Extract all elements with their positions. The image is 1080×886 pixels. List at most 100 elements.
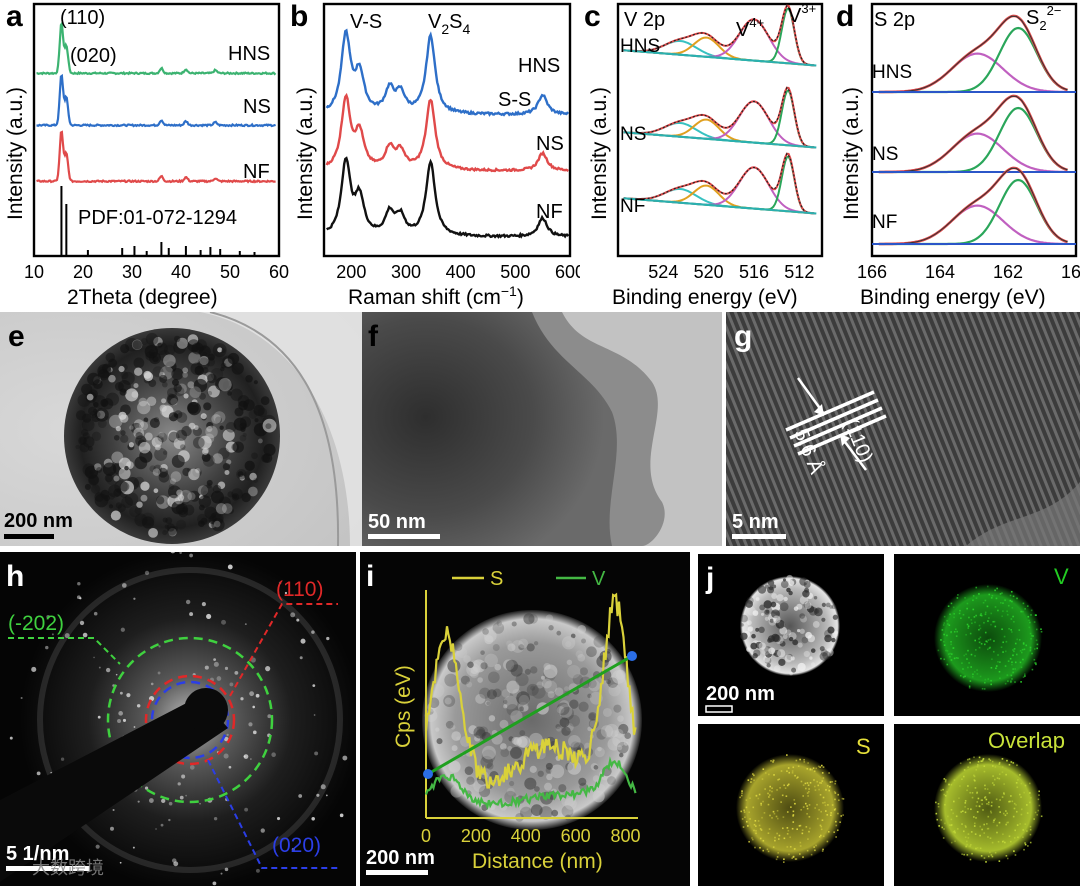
- panel-d: d S 2p S22− HNS NS NF 166 164 162 160 Inten…: [832, 0, 1080, 312]
- xps-baseline: [623, 131, 817, 149]
- panel-label-i: i: [366, 560, 374, 593]
- panel-label-b: b: [290, 0, 308, 33]
- xps-v2p-chart: c V 2p HNS NS NF V4+ V3+ 524 520 516 512 In…: [584, 0, 824, 309]
- tick-label: 40: [171, 262, 191, 282]
- scale-bar-label: 200 nm: [366, 847, 435, 869]
- ring-202: [106, 636, 274, 804]
- raman-chart: b V-S V2S4 HNS S-S NS NF 200 300 400 500 600…: [290, 0, 580, 309]
- arrow-bottom: [841, 437, 867, 471]
- xps-component: [878, 178, 1068, 246]
- tick-label: 60: [269, 262, 289, 282]
- panel-g: (110) 5.6 Å g 5 nm: [726, 312, 1080, 546]
- ring-110: [144, 674, 236, 766]
- scale-bar-label: 200 nm: [706, 683, 775, 705]
- ring-label-110: (110): [276, 578, 323, 601]
- ring-label-020: (020): [272, 834, 321, 857]
- panel-h: (-202) (110) (020) h 5 1/nm 大数跨境: [0, 552, 356, 886]
- tick-label: 512: [784, 262, 814, 282]
- scale-bar: [4, 534, 54, 539]
- xps-s2p-chart: d S 2p S22− HNS NS NF 166 164 162 160 Inten…: [836, 0, 1080, 309]
- scale-bar: [6, 866, 90, 871]
- spectrum-title: V 2p: [624, 9, 665, 31]
- tick-label: 162: [993, 262, 1023, 282]
- series-label-hns: HNS: [620, 36, 660, 57]
- panel-j: j 200 nm V S Overlap: [698, 554, 1080, 886]
- tick-label: 516: [739, 262, 769, 282]
- sphere-texture: [424, 613, 632, 822]
- x-tick-labels: 0 200 400 600 800: [421, 826, 641, 846]
- panel-label-h: h: [6, 560, 24, 593]
- tick-label: 520: [694, 262, 724, 282]
- scale-bar: [368, 534, 440, 539]
- series-label-ns: NS: [872, 144, 898, 165]
- band-label-vs: V-S: [350, 11, 382, 33]
- plot-frame: [870, 2, 1078, 258]
- panel-label-j: j: [705, 562, 714, 595]
- peak-label-020: (020): [70, 45, 117, 67]
- hrtem-lattice: (110) 5.6 Å g 5 nm: [726, 312, 1080, 546]
- tick-label: 30: [122, 262, 142, 282]
- raman-curves: [325, 28, 570, 239]
- tick-label: 400: [446, 262, 476, 282]
- raman-curve-nf: [325, 156, 570, 239]
- y-axis-label: Cps (eV): [392, 665, 415, 748]
- panel-label-g: g: [734, 320, 752, 353]
- scale-bar-label: 5 nm: [732, 511, 779, 533]
- tick-label: 500: [500, 262, 530, 282]
- tick-label: 300: [391, 262, 421, 282]
- x-axis-label: Binding energy (eV): [612, 286, 798, 309]
- scale-bar: [705, 705, 733, 713]
- plot-frame: [32, 2, 281, 258]
- map-speckle: [739, 574, 1043, 863]
- panel-a: a (110) (020) HNS NS NF PDF:01-072-1294 …: [0, 0, 292, 312]
- series-label-hns: HNS: [518, 55, 560, 77]
- y-axis-label: Intensity (a.u.): [294, 87, 317, 220]
- xps-raw: [623, 4, 815, 66]
- panel-e: e 200 nm: [0, 312, 362, 546]
- tick-label: 524: [648, 262, 678, 282]
- series-label-ns: NS: [536, 133, 564, 155]
- tick-label: 50: [220, 262, 240, 282]
- x-axis-label: Distance (nm): [472, 850, 603, 873]
- tick-label: 164: [925, 262, 955, 282]
- xrd-curves: [36, 20, 277, 184]
- tick-label: 10: [24, 262, 44, 282]
- xrd-curve-ns: [36, 73, 276, 128]
- watermark: 大数跨境: [32, 858, 104, 878]
- scan-line: [427, 654, 633, 776]
- tick-label: 200: [461, 826, 491, 846]
- band-label-ss: S-S: [498, 89, 531, 111]
- tick-label: 600: [561, 826, 591, 846]
- v4-label: V4+: [736, 15, 764, 41]
- x-tick-labels: 200 300 400 500 600: [336, 262, 580, 282]
- plot-frame: [616, 2, 824, 258]
- panel-label-f: f: [368, 320, 379, 353]
- tick-label: 0: [421, 826, 431, 846]
- panel-b: b V-S V2S4 HNS S-S NS NF 200 300 400 500 600…: [288, 0, 580, 312]
- map-label-s: S: [856, 734, 871, 759]
- s2-label: S22−: [1026, 3, 1061, 33]
- pdf-label: PDF:01-072-1294: [78, 207, 237, 229]
- y-axis-label: Intensity (a.u.): [588, 87, 611, 220]
- tem-image-edge: f 50 nm: [362, 312, 722, 546]
- xrd-curve-nf: [36, 130, 276, 184]
- line-scan-chart: S V Cps (eV) 0 200 400 600 800 Distance (nm)…: [366, 560, 642, 875]
- beam-stopper: [0, 696, 228, 882]
- series-label-nf: NF: [536, 201, 563, 223]
- eds-maps: j 200 nm V S Overlap: [698, 554, 1080, 886]
- panel-label-c: c: [584, 0, 601, 33]
- xps-raw: [623, 86, 815, 148]
- tick-label: 166: [857, 262, 887, 282]
- x-tick-labels: 166 164 162 160: [857, 262, 1080, 282]
- plot-frame: [322, 2, 572, 258]
- xps-raw: [878, 95, 1068, 173]
- panel-label-a: a: [6, 0, 23, 33]
- xps-raw: [878, 167, 1068, 245]
- tick-label: 200: [336, 262, 366, 282]
- panel-label-e: e: [8, 320, 25, 353]
- xps-raw: [623, 152, 815, 214]
- lattice-fringe-markers: [785, 390, 887, 456]
- tick-label: 600: [555, 262, 580, 282]
- scale-bar-label: 200 nm: [4, 510, 73, 532]
- spectrum-title: S 2p: [874, 9, 915, 31]
